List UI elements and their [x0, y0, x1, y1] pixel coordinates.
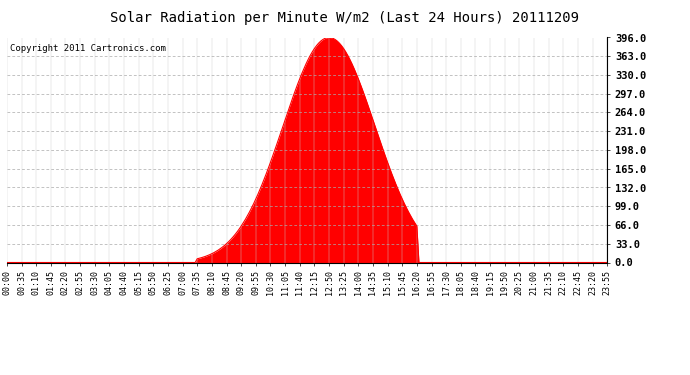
- Text: Solar Radiation per Minute W/m2 (Last 24 Hours) 20111209: Solar Radiation per Minute W/m2 (Last 24…: [110, 11, 580, 25]
- Text: Copyright 2011 Cartronics.com: Copyright 2011 Cartronics.com: [10, 44, 166, 53]
